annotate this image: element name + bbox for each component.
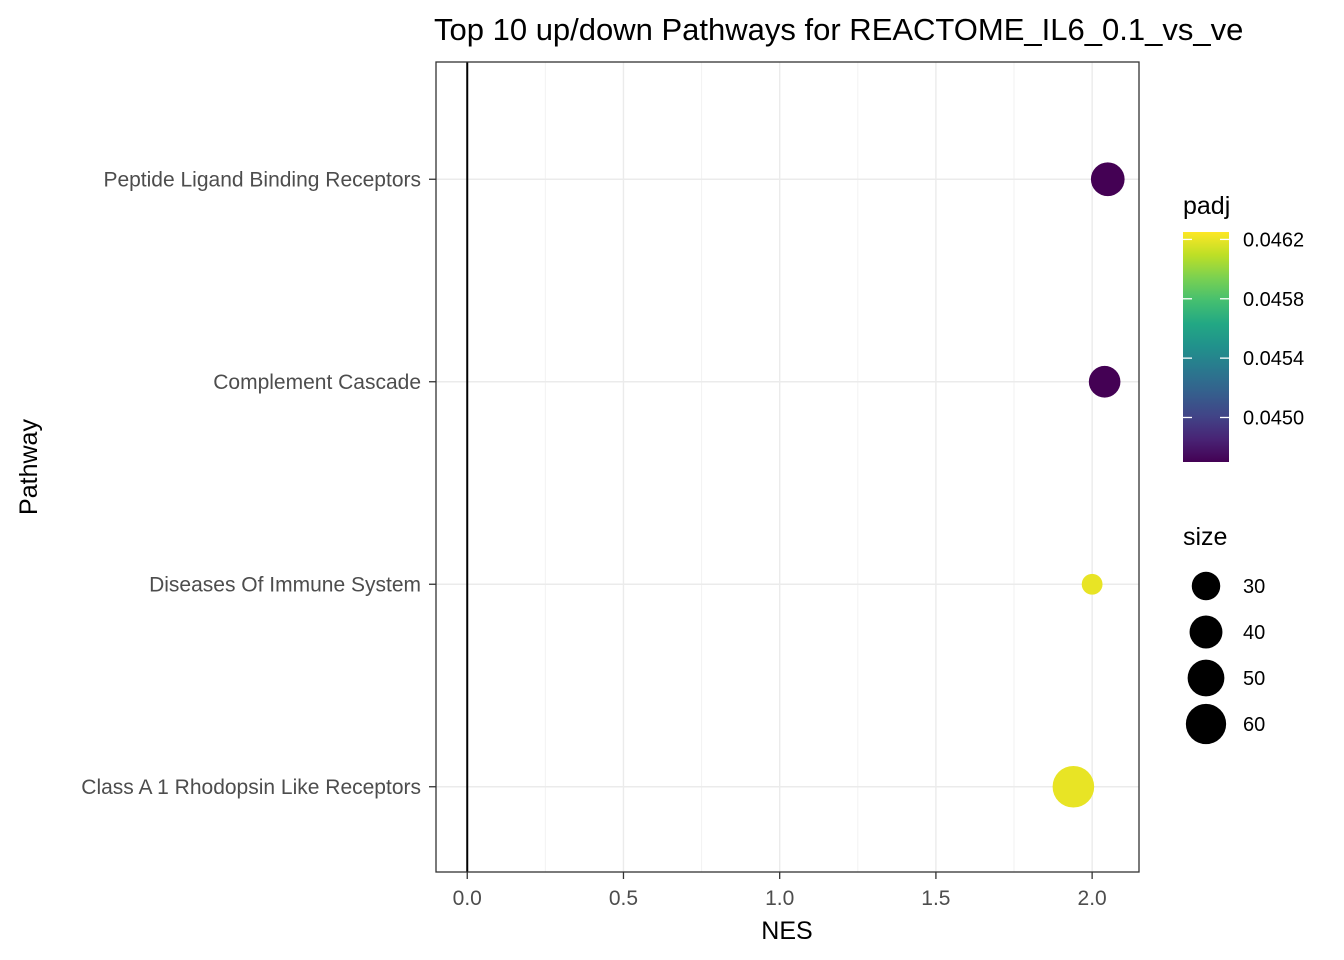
size-legend-label: 30 <box>1243 576 1265 598</box>
size-legend-items: 30 40 50 60 <box>1185 571 1265 745</box>
data-point <box>1081 573 1103 595</box>
size-legend-key <box>1189 615 1223 649</box>
grid-minor <box>544 62 1015 872</box>
color-legend-label: 0.0450 <box>1243 407 1304 429</box>
plot-panel <box>435 61 1140 873</box>
color-legend-label: 0.0454 <box>1243 348 1304 370</box>
size-legend-key <box>1187 659 1225 697</box>
color-legend-title: padj <box>1183 192 1230 220</box>
size-legend: size 30 40 50 60 <box>1183 523 1265 745</box>
x-tick-label: 0.0 <box>453 887 482 910</box>
x-tick-label: 2.0 <box>1078 887 1107 910</box>
size-legend-key <box>1185 703 1227 745</box>
size-legend-label: 60 <box>1243 714 1265 736</box>
x-tick-label: 1.5 <box>921 887 950 910</box>
color-legend-ticks: 0.0462 0.0458 0.0454 0.0450 <box>1183 229 1304 429</box>
y-tick-label: Complement Cascade <box>213 371 421 394</box>
color-legend-label: 0.0462 <box>1243 229 1304 251</box>
y-axis: Peptide Ligand Binding Receptors Compleme… <box>81 168 436 799</box>
panel-border <box>435 61 1140 873</box>
chart-title: Top 10 up/down Pathways for REACTOME_IL6… <box>434 12 1243 47</box>
y-tick-label: Class A 1 Rhodopsin Like Receptors <box>81 776 421 799</box>
color-legend-label: 0.0458 <box>1243 289 1304 311</box>
x-tick-label: 1.0 <box>765 887 794 910</box>
size-legend-label: 50 <box>1243 668 1265 690</box>
y-tick-label: Diseases Of Immune System <box>149 573 421 596</box>
y-tick-label: Peptide Ligand Binding Receptors <box>103 168 421 191</box>
data-point <box>1088 365 1121 398</box>
size-legend-key <box>1191 571 1221 601</box>
x-tick-label: 0.5 <box>609 887 638 910</box>
data-point <box>1090 162 1125 197</box>
color-legend-bar <box>1183 232 1229 462</box>
y-axis-title: Pathway <box>15 419 43 515</box>
x-axis-title: NES <box>761 917 812 945</box>
panel-background <box>436 62 1139 872</box>
data-points <box>1052 162 1125 808</box>
size-legend-label: 40 <box>1243 622 1265 644</box>
size-legend-title: size <box>1183 523 1227 551</box>
x-axis: 0.0 0.5 1.0 1.5 2.0 <box>453 872 1107 910</box>
color-legend: padj 0.0462 0.0458 0.0454 0.0450 <box>1183 192 1304 462</box>
data-point <box>1052 765 1095 808</box>
